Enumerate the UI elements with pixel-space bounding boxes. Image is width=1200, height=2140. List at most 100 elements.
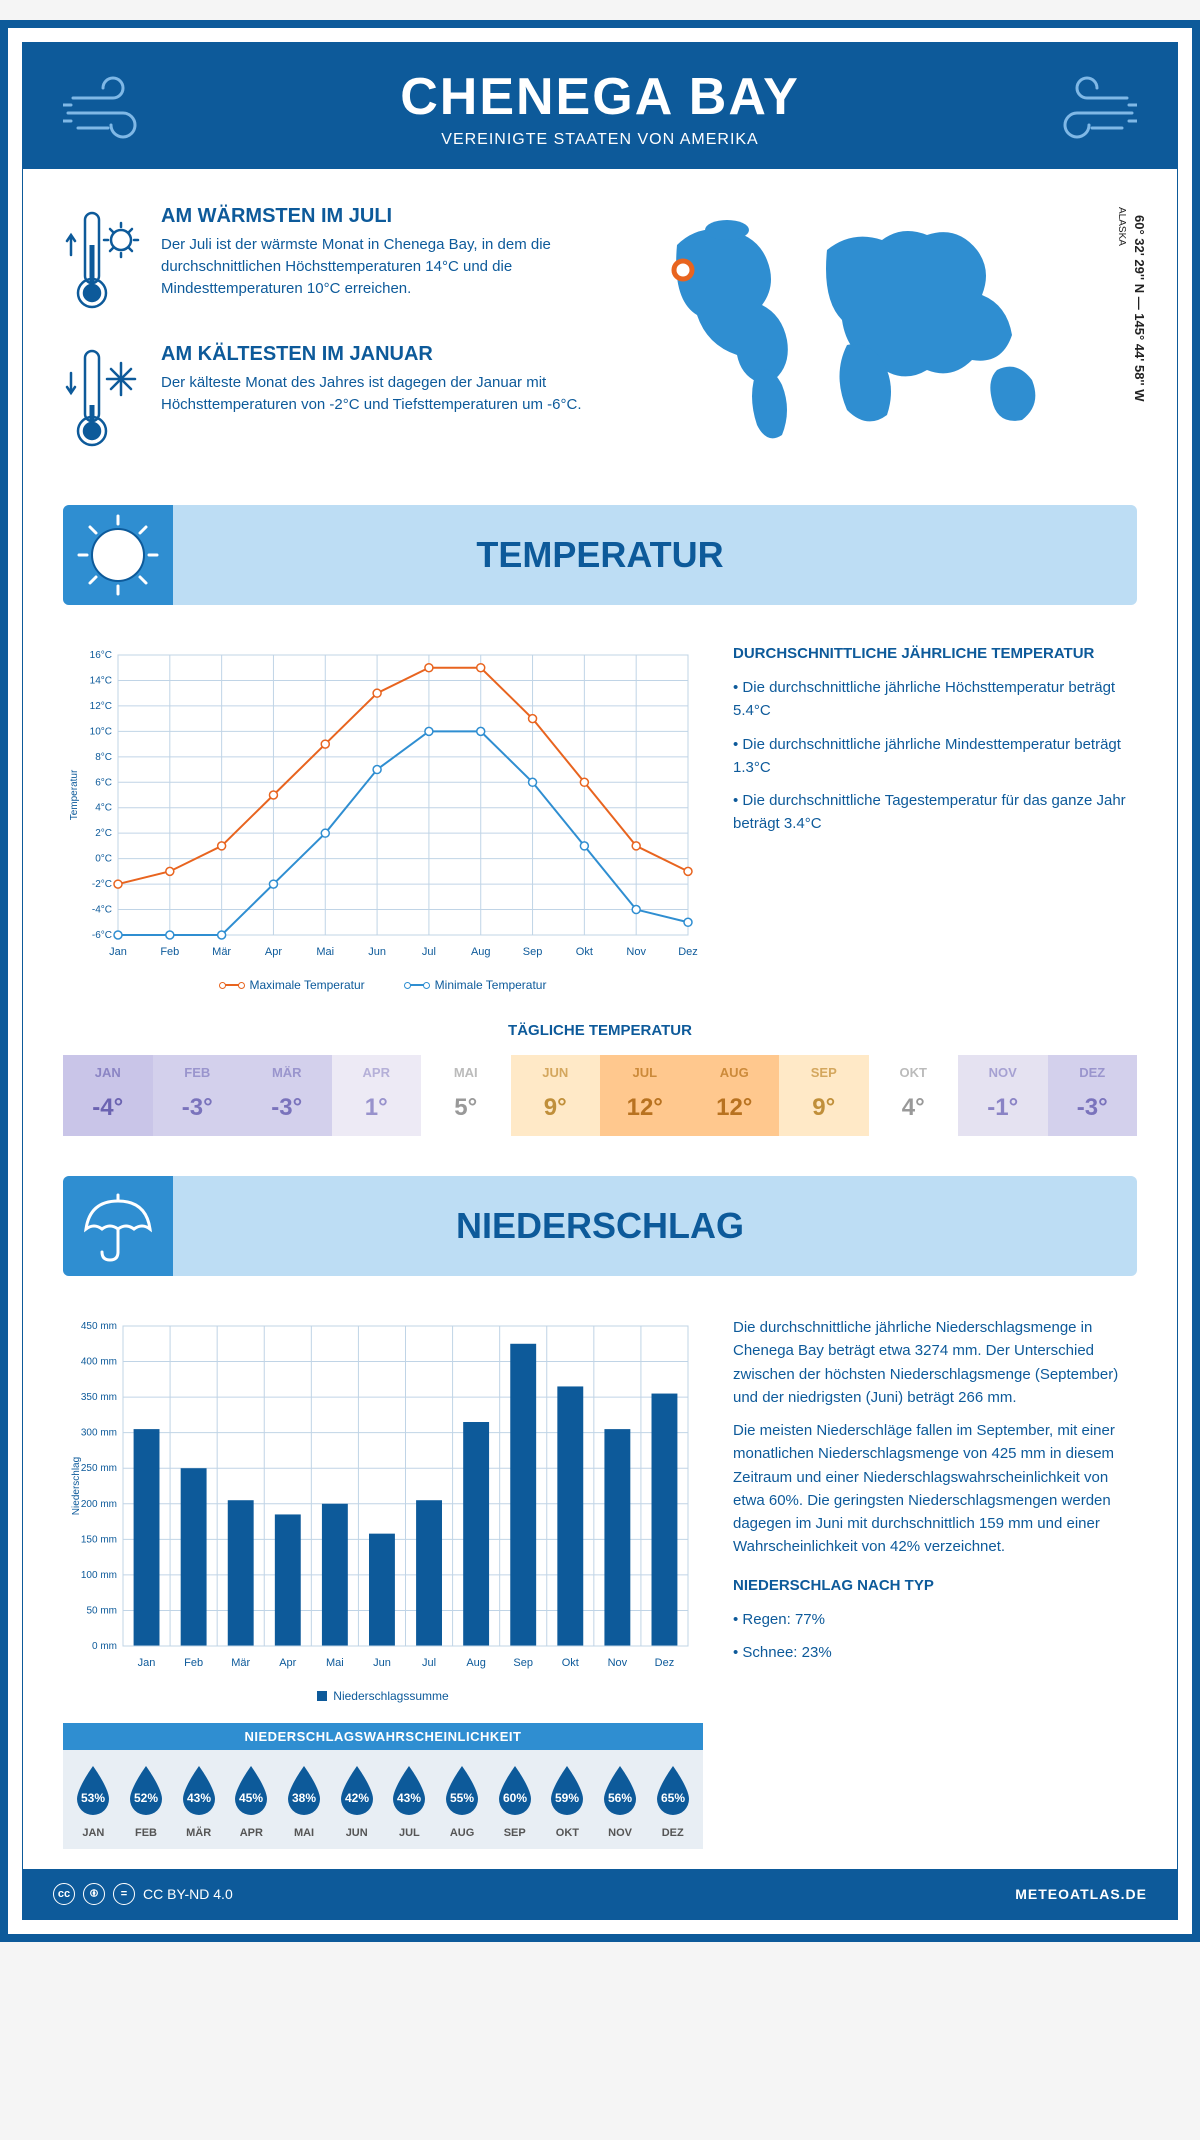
svg-text:42%: 42%	[345, 1791, 369, 1805]
drop-cell: 53%JAN	[67, 1764, 120, 1839]
daily-value: 12°	[600, 1094, 690, 1122]
svg-text:0°C: 0°C	[95, 854, 112, 865]
precip-para: Die meisten Niederschläge fallen im Sept…	[733, 1419, 1137, 1559]
svg-text:150 mm: 150 mm	[81, 1534, 117, 1545]
svg-text:400 mm: 400 mm	[81, 1357, 117, 1368]
svg-text:59%: 59%	[555, 1791, 579, 1805]
section-header-precip: NIEDERSCHLAG	[63, 1176, 1137, 1276]
fact-warmest: AM WÄRMSTEN IM JULI Der Juli ist der wär…	[63, 205, 617, 315]
daily-month: AUG	[690, 1065, 780, 1080]
raindrop-icon: 55%	[441, 1764, 483, 1816]
svg-text:53%: 53%	[81, 1791, 105, 1805]
svg-text:16°C: 16°C	[90, 650, 112, 661]
raindrop-icon: 42%	[336, 1764, 378, 1816]
thermometer-hot-icon	[63, 205, 143, 315]
cc-icon: cc	[53, 1883, 75, 1905]
svg-text:12°C: 12°C	[90, 701, 112, 712]
precip-prob-title: NIEDERSCHLAGSWAHRSCHEINLICHKEIT	[63, 1723, 703, 1750]
temperature-chart: -6°C-4°C-2°C0°C2°C4°C6°C8°C10°C12°C14°C1…	[63, 645, 703, 992]
svg-text:50 mm: 50 mm	[86, 1605, 117, 1616]
summary-bullet: • Die durchschnittliche jährliche Mindes…	[733, 733, 1137, 780]
daily-month: JAN	[63, 1065, 153, 1080]
daily-month: OKT	[869, 1065, 959, 1080]
fact-coldest: AM KÄLTESTEN IM JANUAR Der kälteste Mona…	[63, 343, 617, 453]
raindrop-icon: 65%	[652, 1764, 694, 1816]
daily-value: 4°	[869, 1094, 959, 1122]
svg-text:Dez: Dez	[678, 946, 698, 958]
drop-month: OKT	[541, 1827, 594, 1839]
by-icon: 🅯	[83, 1883, 105, 1905]
section-corner	[63, 505, 173, 605]
temperature-row: -6°C-4°C-2°C0°C2°C4°C6°C8°C10°C12°C14°C1…	[23, 605, 1177, 1012]
daily-cell: JUL12°	[600, 1055, 690, 1136]
drop-month: JUL	[383, 1827, 436, 1839]
daily-cell: MÄR-3°	[242, 1055, 332, 1136]
daily-value: 12°	[690, 1094, 780, 1122]
location-marker-icon	[674, 261, 692, 279]
raindrop-icon: 52%	[125, 1764, 167, 1816]
svg-text:Mär: Mär	[231, 1657, 250, 1669]
daily-value: -4°	[63, 1094, 153, 1122]
svg-text:Sep: Sep	[523, 946, 543, 958]
drop-month: MÄR	[172, 1827, 225, 1839]
summary-bullet: • Die durchschnittliche jährliche Höchst…	[733, 676, 1137, 723]
section-header-temperature: TEMPERATUR	[63, 505, 1137, 605]
svg-text:56%: 56%	[608, 1791, 632, 1805]
svg-text:Aug: Aug	[471, 946, 491, 958]
daily-month: FEB	[153, 1065, 243, 1080]
svg-text:52%: 52%	[134, 1791, 158, 1805]
svg-text:Okt: Okt	[576, 946, 593, 958]
thermometer-cold-icon	[63, 343, 143, 453]
daily-value: 9°	[779, 1094, 869, 1122]
drop-month: APR	[225, 1827, 278, 1839]
drop-cell: 43% JUL	[383, 1764, 436, 1839]
brand: METEOATLAS.DE	[1015, 1886, 1147, 1902]
daily-cell: JUN9°	[511, 1055, 601, 1136]
line-chart: -6°C-4°C-2°C0°C2°C4°C6°C8°C10°C12°C14°C1…	[63, 645, 703, 965]
svg-text:8°C: 8°C	[95, 752, 112, 763]
drop-month: DEZ	[646, 1827, 699, 1839]
drop-month: SEP	[488, 1827, 541, 1839]
svg-text:250 mm: 250 mm	[81, 1463, 117, 1474]
daily-cell: OKT 4°	[869, 1055, 959, 1136]
drop-cell: 43% MÄR	[172, 1764, 225, 1839]
drop-cell: 55% AUG	[436, 1764, 489, 1839]
daily-month: DEZ	[1048, 1065, 1138, 1080]
legend-precip: Niederschlagssumme	[333, 1689, 448, 1703]
svg-text:300 mm: 300 mm	[81, 1428, 117, 1439]
svg-text:60%: 60%	[503, 1791, 527, 1805]
daily-temp-title: TÄGLICHE TEMPERATUR	[23, 1022, 1177, 1039]
svg-text:-2°C: -2°C	[92, 879, 112, 890]
page-subtitle: VEREINIGTE STAATEN VON AMERIKA	[23, 131, 1177, 149]
summary-bullet: • Die durchschnittliche Tagestemperatur …	[733, 789, 1137, 836]
drop-cell: 59% OKT	[541, 1764, 594, 1839]
svg-text:Nov: Nov	[608, 1657, 628, 1669]
svg-text:Mai: Mai	[326, 1657, 344, 1669]
svg-text:Mär: Mär	[212, 946, 231, 958]
drop-cell: 38% MAI	[278, 1764, 331, 1839]
daily-value: -3°	[153, 1094, 243, 1122]
daily-temp-table: JAN-4°FEB-3°MÄR-3°APR1°MAI5°JUN9°JUL12°A…	[63, 1055, 1137, 1136]
drop-cell: 45% APR	[225, 1764, 278, 1839]
svg-text:Okt: Okt	[562, 1657, 579, 1669]
daily-month: APR	[332, 1065, 422, 1080]
raindrop-icon: 45%	[230, 1764, 272, 1816]
svg-text:43%: 43%	[187, 1791, 211, 1805]
precip-type-title: NIEDERSCHLAG NACH TYP	[733, 1577, 1137, 1594]
daily-cell: NOV-1°	[958, 1055, 1048, 1136]
svg-text:43%: 43%	[397, 1791, 421, 1805]
drop-month: NOV	[594, 1827, 647, 1839]
svg-text:Temperatur: Temperatur	[69, 769, 80, 820]
drop-month: MAI	[278, 1827, 331, 1839]
region-label: ALASKA	[1116, 207, 1127, 246]
page: CHENEGA BAY VEREINIGTE STAATEN VON AMERI…	[0, 20, 1200, 1942]
daily-value: 5°	[421, 1094, 511, 1122]
svg-text:Jan: Jan	[109, 946, 127, 958]
daily-month: MAI	[421, 1065, 511, 1080]
raindrop-icon: 38%	[283, 1764, 325, 1816]
drop-month: JUN	[330, 1827, 383, 1839]
drop-month: AUG	[436, 1827, 489, 1839]
svg-text:14°C: 14°C	[90, 675, 112, 686]
svg-text:350 mm: 350 mm	[81, 1392, 117, 1403]
daily-cell: APR1°	[332, 1055, 422, 1136]
